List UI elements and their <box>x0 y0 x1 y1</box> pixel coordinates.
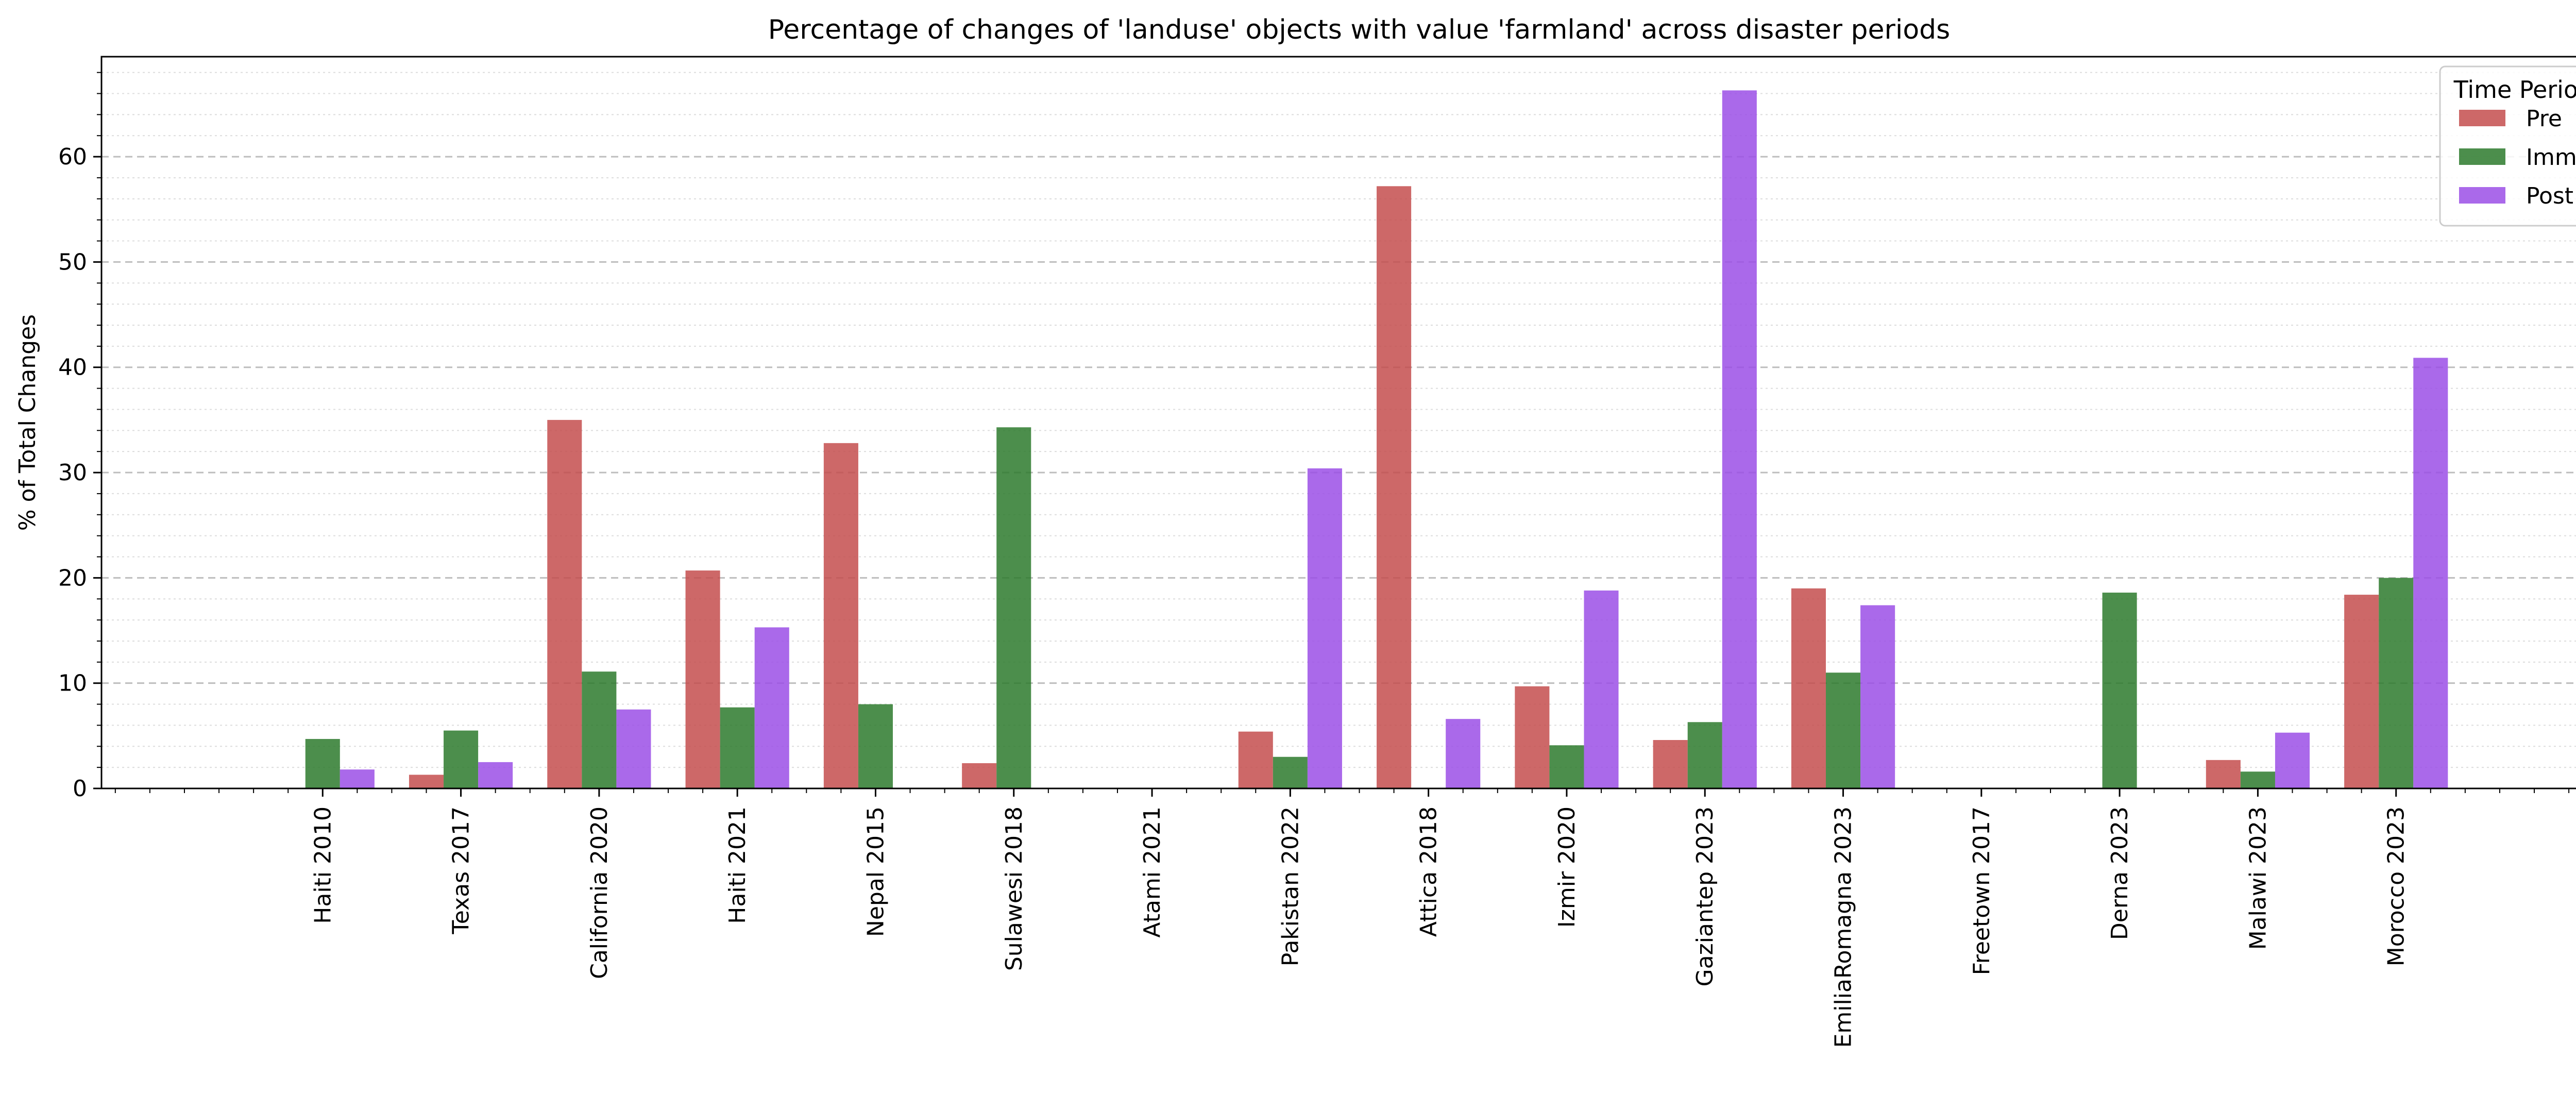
legend-swatch-pre <box>2459 110 2505 126</box>
bar-imm <box>582 671 617 788</box>
bar-pre <box>685 570 720 788</box>
bar-post <box>2413 358 2448 788</box>
x-tick-label: Texas 2017 <box>448 806 474 935</box>
y-tick-label: 0 <box>73 776 87 802</box>
bar-post <box>478 762 513 788</box>
legend: Time Period Pre Imm Post <box>2439 65 2576 227</box>
legend-title: Time Period <box>2453 76 2576 104</box>
bar-post <box>616 709 651 788</box>
bar-imm <box>2240 771 2275 788</box>
x-tick-label: Attica 2018 <box>1416 806 1442 937</box>
x-tick-label: EmiliaRomagna 2023 <box>1831 806 1857 1048</box>
bar-post <box>2275 732 2310 788</box>
bar-post <box>1860 605 1895 788</box>
bar-imm <box>1687 722 1722 788</box>
y-tick-label: 30 <box>58 460 87 486</box>
x-tick-label: Nepal 2015 <box>862 806 889 937</box>
chart-title: Percentage of changes of 'landuse' objec… <box>768 14 1951 45</box>
y-tick-label: 20 <box>58 565 87 591</box>
bar-pre <box>962 763 997 788</box>
bar-post <box>340 769 375 788</box>
y-tick-label: 50 <box>58 249 87 275</box>
x-tick-label: Morocco 2023 <box>2383 806 2410 966</box>
grid-lines <box>101 72 2576 768</box>
bar-pre <box>1238 731 1273 788</box>
bar-imm <box>2379 578 2414 788</box>
bar-pre <box>1377 186 1412 789</box>
bar-pre <box>2344 595 2379 788</box>
x-tick-label: Sulawesi 2018 <box>1001 806 1027 971</box>
x-tick-label: Izmir 2020 <box>1554 806 1580 928</box>
legend-swatch-imm <box>2459 148 2505 165</box>
bar-imm <box>2102 592 2137 788</box>
x-tick-label: Derna 2023 <box>2107 806 2133 940</box>
x-tick-label: Malawi 2023 <box>2245 806 2271 950</box>
bar-post <box>1446 719 1481 788</box>
bar-imm <box>305 738 340 788</box>
bars <box>305 90 2448 789</box>
bar-imm <box>1826 672 1861 788</box>
bar-pre <box>823 443 858 788</box>
y-axis: 0 10 20 30 40 50 60 <box>58 72 101 802</box>
bar-post <box>1722 90 1757 788</box>
bar-imm <box>858 704 893 788</box>
x-axis: Haiti 2010 Texas 2017 California 2020 Haiti… <box>114 788 2570 1048</box>
x-tick-label: Haiti 2010 <box>310 806 336 924</box>
y-tick-label: 40 <box>58 355 87 381</box>
legend-swatch-post <box>2459 187 2505 204</box>
bar-imm <box>1273 756 1308 788</box>
legend-label-post: Post <box>2526 183 2573 209</box>
x-tick-label: Atami 2021 <box>1139 806 1165 938</box>
y-tick-label: 60 <box>58 144 87 170</box>
bar-pre <box>2206 760 2241 788</box>
bar-post <box>754 627 789 788</box>
y-tick-label: 10 <box>58 670 87 697</box>
y-axis-label: % of Total Changes <box>14 314 41 531</box>
x-tick-label: Gaziantep 2023 <box>1692 806 1718 986</box>
bar-pre <box>1515 686 1550 788</box>
legend-label-imm: Imm <box>2526 144 2576 171</box>
bar-imm <box>720 707 755 788</box>
legend-label-pre: Pre <box>2526 106 2562 132</box>
bar-pre <box>547 419 582 788</box>
legend-box <box>2439 65 2576 227</box>
bar-imm <box>1549 745 1584 788</box>
x-tick-label: California 2020 <box>586 806 613 979</box>
bar-pre <box>1791 588 1826 788</box>
bar-pre <box>1653 740 1688 788</box>
x-tick-label: Freetown 2017 <box>1969 806 1995 975</box>
x-tick-label: Pakistan 2022 <box>1277 806 1303 966</box>
bar-post <box>1584 590 1619 788</box>
bar-imm <box>996 427 1031 788</box>
bar-imm <box>444 730 479 788</box>
bar-post <box>1307 468 1342 788</box>
bar-pre <box>409 775 444 788</box>
x-tick-label: Haiti 2021 <box>724 806 751 924</box>
